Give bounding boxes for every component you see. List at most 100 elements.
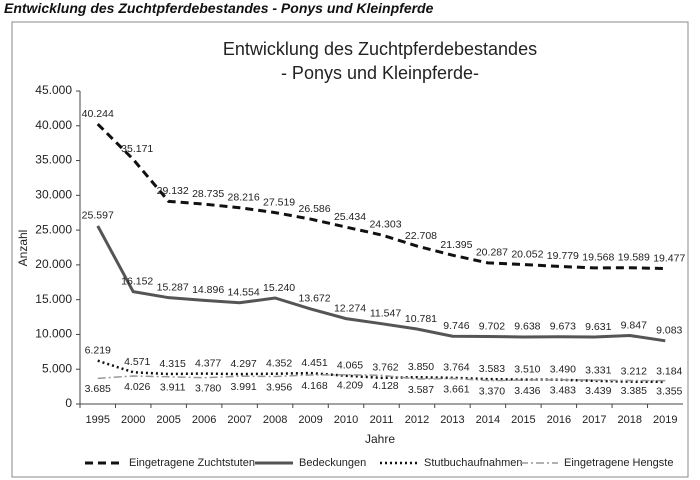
data-label: 4.065 [337, 360, 363, 372]
data-label: 11.547 [370, 307, 401, 319]
data-label: 6.219 [85, 345, 111, 357]
data-label: 9.083 [656, 325, 682, 337]
series-line [96, 225, 666, 343]
y-tick-label: 5.000 [42, 361, 72, 375]
data-label: 3.587 [408, 384, 434, 396]
data-label: 9.638 [514, 321, 540, 333]
data-label: 20.052 [511, 248, 543, 260]
data-label: 28.735 [192, 188, 224, 200]
data-label: 3.685 [85, 383, 111, 395]
data-label: 4.315 [160, 358, 186, 370]
chart-frame [11, 21, 689, 478]
data-label: 9.746 [443, 320, 469, 332]
y-tick-label: 15.000 [35, 292, 72, 306]
data-label: 4.451 [301, 357, 327, 369]
data-label: 29.132 [157, 185, 189, 197]
data-label: 4.571 [124, 356, 150, 368]
data-label: 19.568 [582, 252, 614, 264]
x-axis-label: Jahre [365, 432, 395, 446]
y-tick-label: 40.000 [35, 118, 72, 132]
y-tick-label: 30.000 [35, 188, 72, 202]
x-tick-label: 2015 [511, 414, 535, 426]
data-label: 22.708 [405, 230, 437, 242]
data-label: 3.436 [514, 385, 540, 397]
data-label: 4.377 [195, 357, 221, 369]
data-label: 15.240 [263, 282, 295, 294]
data-label: 9.631 [585, 321, 611, 333]
data-label: 27.519 [263, 196, 295, 208]
data-label: 3.762 [372, 362, 398, 374]
x-tick-label: 2000 [121, 414, 145, 426]
data-label: 3.850 [408, 361, 434, 373]
data-label: 4.168 [301, 380, 327, 392]
legend-label: Bedeckungen [299, 457, 366, 469]
y-tick-label: 0 [65, 396, 72, 410]
data-label: 3.483 [550, 385, 576, 397]
data-label: 3.956 [266, 381, 292, 393]
x-tick-label: 2009 [298, 414, 322, 426]
data-label: 3.991 [230, 381, 256, 393]
x-tick-label: 2019 [653, 414, 677, 426]
data-label: 3.661 [443, 383, 469, 395]
x-tick-label: 2008 [263, 414, 287, 426]
data-label: 14.896 [192, 284, 224, 296]
data-label: 15.287 [157, 281, 189, 293]
series-line [97, 359, 666, 384]
x-tick-label: 2006 [192, 414, 216, 426]
x-tick-label: 2007 [227, 414, 251, 426]
data-label: 40.244 [82, 108, 114, 120]
y-tick-label: 20.000 [35, 257, 72, 271]
y-tick-label: 10.000 [35, 327, 72, 341]
legend-label: Stutbuchaufnahmen [424, 457, 522, 469]
x-tick-label: 2011 [370, 414, 394, 426]
data-label: 4.297 [230, 358, 256, 370]
x-tick-label: 2016 [547, 414, 571, 426]
legend-label: Eingetragene Zuchtstuten [129, 457, 255, 469]
data-label: 25.434 [334, 211, 366, 223]
series-line [97, 373, 666, 382]
data-label: 3.184 [656, 366, 682, 378]
data-label: 3.780 [195, 382, 221, 394]
data-label: 3.490 [550, 364, 576, 376]
data-label: 3.331 [585, 365, 611, 377]
data-label: 13.672 [298, 293, 330, 305]
data-label: 3.212 [621, 365, 647, 377]
data-label: 24.303 [369, 219, 401, 231]
legend-label: Eingetragene Hengste [564, 457, 673, 469]
data-label: 16.152 [121, 275, 153, 287]
data-label: 10.781 [405, 313, 437, 325]
chart-title: Entwicklung des Zuchtpferdebestandes [223, 39, 537, 59]
series-line [96, 123, 666, 271]
data-label: 19.589 [618, 252, 650, 264]
data-label: 21.395 [440, 239, 472, 251]
data-label: 19.477 [653, 252, 685, 264]
data-label: 9.673 [550, 321, 576, 333]
data-label: 20.287 [476, 247, 508, 259]
x-tick-label: 1995 [85, 414, 109, 426]
data-label: 3.583 [479, 363, 505, 375]
page-header: Entwicklung des Zuchtpferdebestandes - P… [4, 0, 434, 16]
data-label: 3.370 [479, 385, 505, 397]
data-label: 4.026 [124, 381, 150, 393]
x-tick-label: 2010 [334, 414, 358, 426]
data-label: 9.702 [479, 320, 505, 332]
data-label: 3.439 [585, 385, 611, 397]
x-tick-label: 2013 [440, 414, 464, 426]
x-tick-label: 2018 [618, 414, 642, 426]
y-tick-label: 45.000 [35, 83, 72, 97]
data-label: 25.597 [82, 210, 114, 222]
data-label: 35.171 [121, 143, 153, 155]
data-label: 9.847 [621, 319, 647, 331]
data-label: 4.209 [337, 380, 363, 392]
x-tick-label: 2012 [405, 414, 429, 426]
data-label: 3.510 [514, 363, 540, 375]
y-tick-label: 25.000 [35, 222, 72, 236]
chart-title: - Ponys und Kleinpferde- [281, 63, 479, 83]
x-tick-label: 2017 [582, 414, 606, 426]
y-axis-label: Anzahl [16, 230, 30, 267]
data-label: 4.352 [266, 358, 292, 370]
data-label: 28.216 [228, 192, 260, 204]
data-label: 4.128 [372, 380, 398, 392]
